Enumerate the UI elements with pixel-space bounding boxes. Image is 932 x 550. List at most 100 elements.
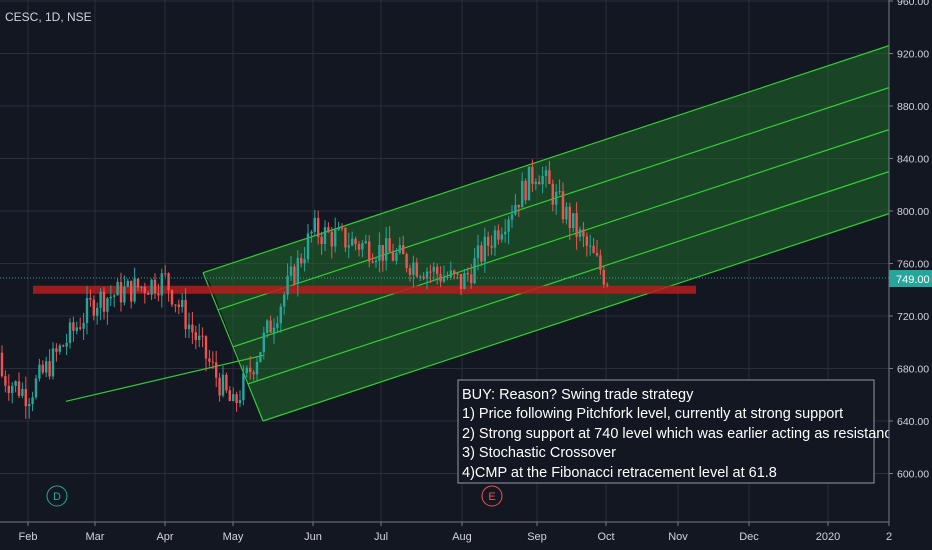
candle-body: [17, 381, 21, 396]
candle-body: [41, 364, 44, 373]
candle-body: [504, 231, 507, 235]
candle-body: [116, 282, 119, 296]
price-tick-label: 760.00: [897, 259, 929, 271]
time-tick-label: Oct: [597, 531, 614, 543]
candle-body: [313, 217, 316, 232]
candle-body: [323, 227, 327, 245]
price-tick-label: 600.00: [897, 469, 929, 481]
candle-body: [255, 361, 259, 375]
candle-body: [7, 385, 10, 394]
candle-body: [476, 245, 480, 259]
candle-body: [357, 244, 361, 250]
support-zone-band[interactable]: [33, 285, 696, 294]
candle-body: [14, 381, 17, 386]
pitchfork-line[interactable]: [247, 171, 890, 385]
candle-body: [595, 252, 599, 256]
candle-body: [0, 352, 4, 377]
time-axis[interactable]: Feb Mar Apr May Jun Jul Aug Sep Oct Nov Dec 2020 2: [0, 521, 932, 550]
candle-body: [415, 262, 418, 277]
candle-body: [170, 290, 174, 305]
candle-body: [181, 300, 184, 308]
candle-body: [344, 227, 347, 248]
current-price-badge: 749.00: [889, 270, 932, 287]
price-tick-label: 800.00: [897, 206, 929, 218]
candle-body: [483, 236, 486, 262]
pitchfork-line[interactable]: [232, 129, 890, 348]
support-zone[interactable]: [33, 285, 696, 294]
time-tick-label: Dec: [739, 531, 759, 543]
candle-body: [157, 293, 160, 296]
candle-body: [300, 257, 303, 264]
candle-body: [198, 335, 201, 340]
candle-body: [55, 348, 58, 352]
candle-body: [582, 229, 585, 237]
candle-body: [89, 298, 92, 300]
candle-body: [85, 298, 89, 323]
time-tick-label: 2: [886, 531, 892, 543]
candle-body: [602, 269, 605, 285]
candle-body: [303, 259, 306, 264]
candle-body: [524, 180, 527, 201]
event-marker-e[interactable]: [481, 485, 503, 507]
candle-body: [334, 229, 337, 247]
candle-body: [34, 378, 38, 398]
candle-body: [381, 244, 384, 261]
time-axis-bg: [0, 522, 932, 550]
candle-body: [249, 367, 252, 373]
candle-body: [262, 332, 265, 353]
current-price-badge-bg: [889, 270, 932, 287]
price-axis[interactable]: 960.00 920.00 880.00 840.00 800.00 760.00 720.…: [888, 0, 932, 522]
event-markers[interactable]: D E: [46, 485, 503, 507]
candle-body: [272, 327, 276, 333]
candle-body: [412, 262, 415, 275]
time-tick-label: Jul: [374, 531, 388, 543]
candle-body: [65, 342, 68, 347]
candle-body: [517, 204, 520, 208]
time-tick-label: Aug: [452, 531, 472, 543]
candle-body: [235, 394, 238, 404]
pitchfork-handle-line[interactable]: [202, 272, 264, 422]
candle-body: [470, 274, 473, 284]
candle-body: [96, 307, 99, 316]
pitchfork-handle-line[interactable]: [65, 354, 264, 402]
candle-body: [4, 376, 7, 386]
candle-body: [320, 236, 323, 245]
candle-body: [531, 166, 534, 184]
candle-body: [453, 270, 456, 274]
candle-body: [82, 322, 85, 329]
candle-body: [419, 276, 422, 278]
candle-body: [232, 394, 235, 402]
candle-body: [534, 181, 537, 184]
current-price-label: 749.00: [896, 274, 930, 286]
candle-body: [398, 245, 401, 253]
candle-body: [544, 170, 548, 177]
candle-body: [296, 257, 299, 284]
candle-body: [507, 219, 510, 232]
candle-body: [364, 241, 367, 243]
candle-body: [99, 291, 102, 308]
candle-body: [459, 273, 463, 290]
candle-body: [572, 213, 575, 229]
candle-body: [48, 361, 51, 377]
candle-body: [167, 273, 170, 291]
candle-body: [354, 238, 357, 245]
annotation-box[interactable]: BUY: Reason? Swing trade strategy 1) Pri…: [457, 379, 900, 484]
candle-body: [592, 245, 595, 253]
candle-body: [38, 364, 41, 379]
candle-body: [218, 377, 221, 396]
candle-body: [558, 191, 561, 193]
candle-body: [21, 388, 24, 396]
candle-body: [361, 242, 364, 250]
price-tick-label: 680.00: [897, 364, 929, 376]
candle-body: [143, 286, 146, 294]
candle-body: [266, 320, 269, 333]
candle-body: [75, 327, 78, 331]
pitchfork-line[interactable]: [262, 213, 890, 422]
candle-body: [51, 348, 55, 377]
candle-body: [113, 295, 116, 297]
candle-body: [555, 191, 558, 205]
event-marker-d[interactable]: [46, 485, 68, 507]
annotation-line-0: BUY: Reason? Swing trade strategy: [462, 387, 694, 403]
candle-body: [31, 397, 34, 405]
